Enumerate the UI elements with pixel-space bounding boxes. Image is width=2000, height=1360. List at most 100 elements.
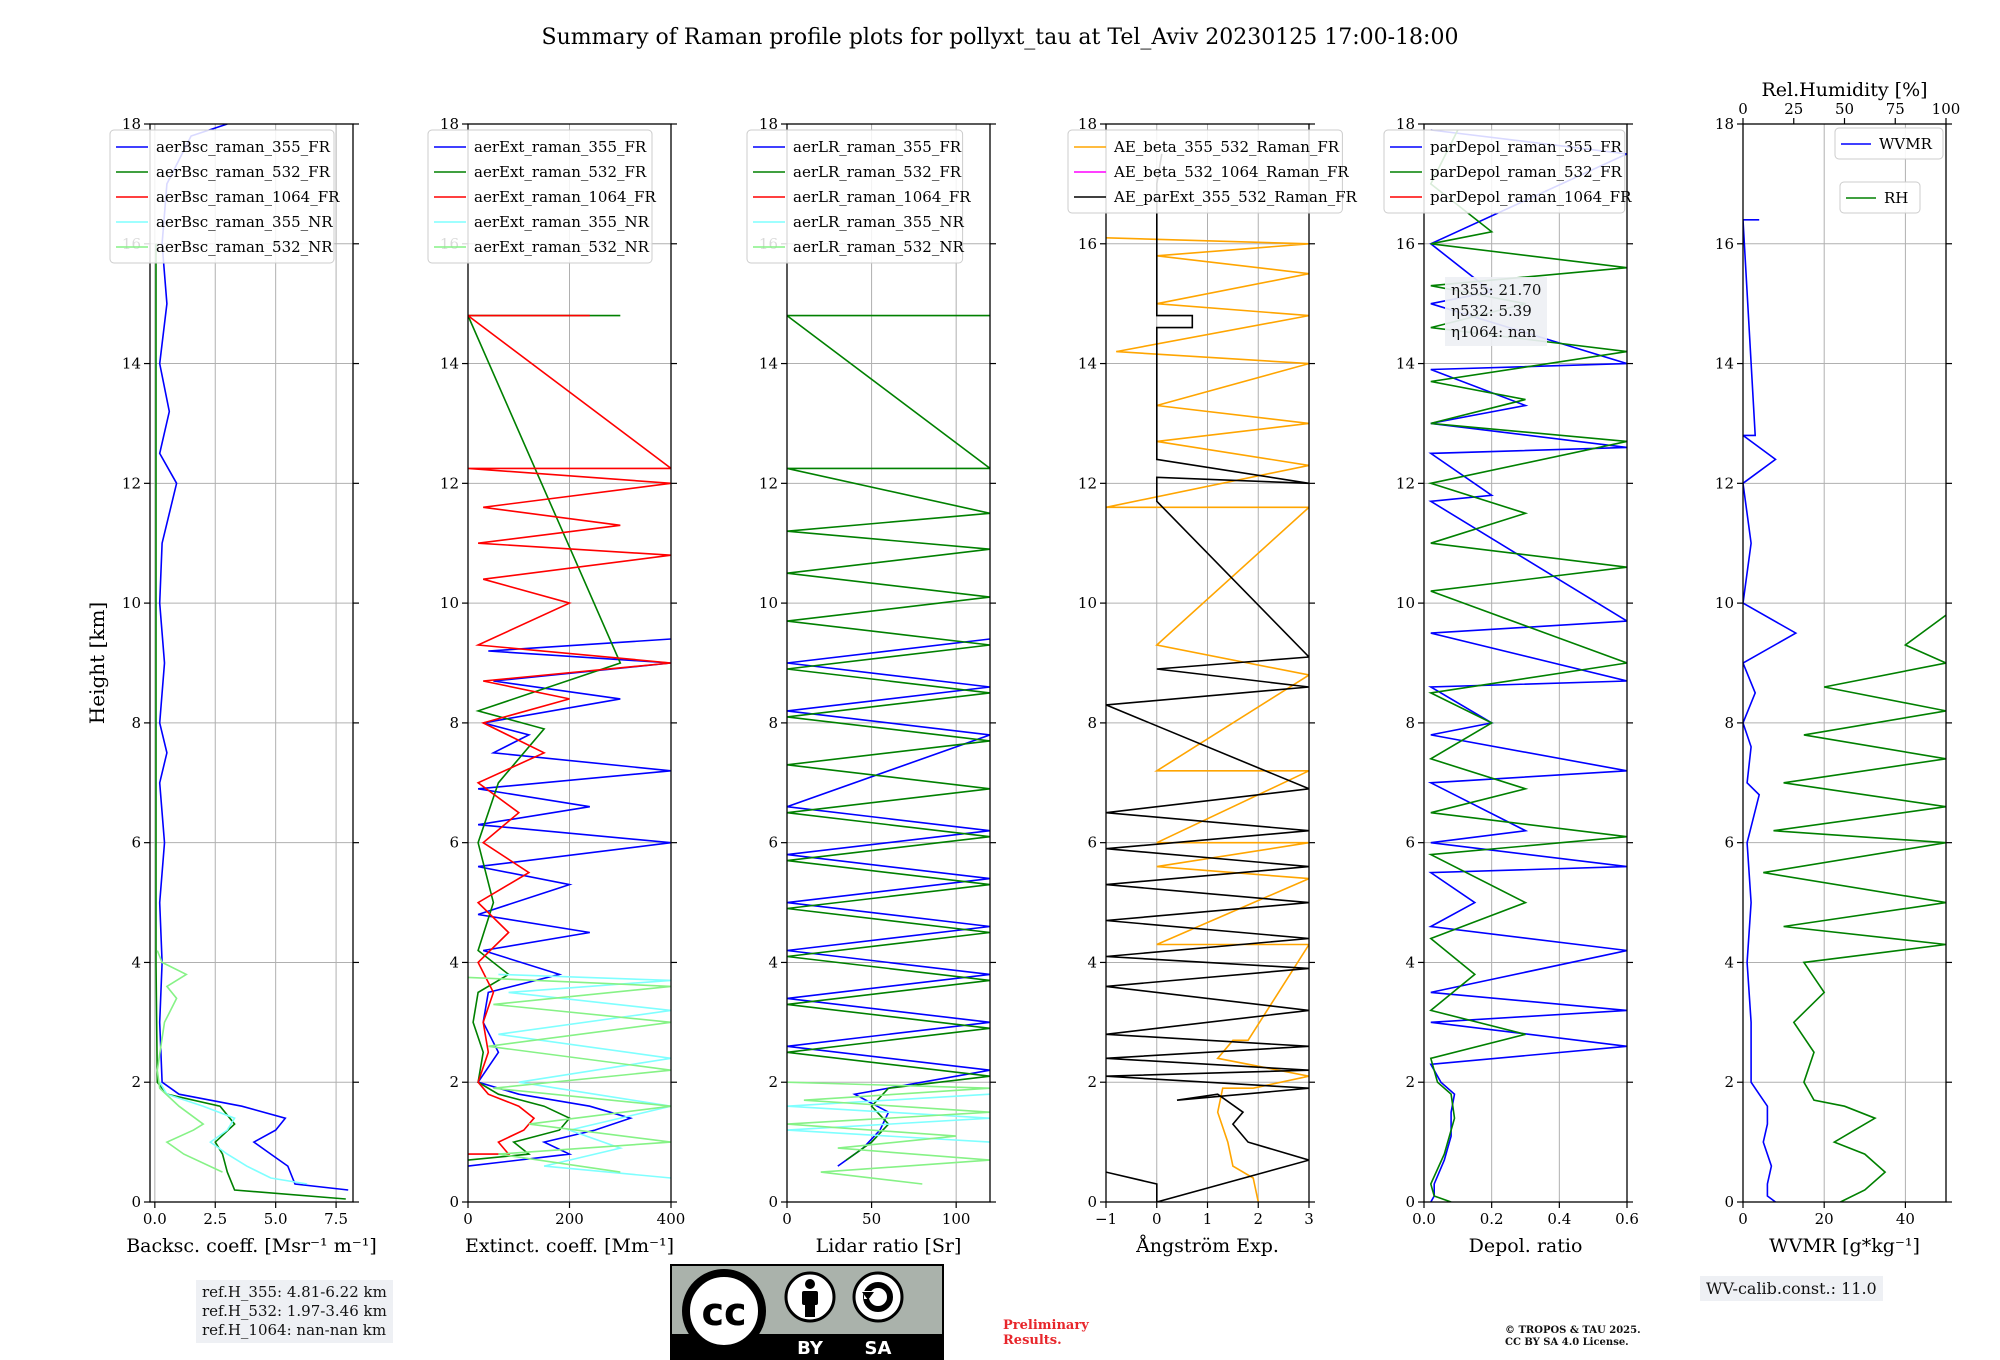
- preliminary-line-2: Results.: [1003, 1333, 1062, 1348]
- y-tick-label: 0: [1405, 1193, 1415, 1211]
- y-tick-label: 14: [440, 355, 459, 373]
- legend-label: parDepol_raman_1064_FR: [1430, 188, 1632, 206]
- x-tick-label: 0: [463, 1210, 473, 1228]
- legend-box: [1067, 129, 1343, 214]
- legend-label: aerLR_raman_355_FR: [793, 138, 962, 156]
- legend-box: [1839, 181, 1921, 214]
- legend-box: [1383, 129, 1626, 214]
- y-tick-label: 18: [1078, 115, 1097, 133]
- x-tick-label: 200: [555, 1210, 584, 1228]
- by-person-icon: [784, 1271, 836, 1323]
- eta-box: η355: 21.70 η532: 5.39 η1064: nan: [1445, 277, 1548, 346]
- y-tick-label: 12: [440, 474, 459, 492]
- legend-label: aerBsc_raman_1064_FR: [156, 188, 340, 206]
- series-line-aerExt_raman_532_FR: [468, 314, 622, 1161]
- legend-label: aerExt_raman_355_NR: [474, 213, 650, 231]
- legend-box: [1834, 127, 1944, 160]
- x-tick-label: 5.0: [264, 1210, 288, 1228]
- x2-tick-label: 50: [1835, 100, 1854, 118]
- x-tick-label: 1: [1203, 1210, 1213, 1228]
- plot-frame: [786, 123, 991, 1203]
- y-tick-label: 8: [131, 714, 141, 732]
- wv-calibration-box: WV-calib.const.: 11.0: [1700, 1276, 1883, 1301]
- x-tick-label: 3: [1304, 1210, 1314, 1228]
- y-tick-label: 8: [768, 714, 778, 732]
- x2-tick-label: 25: [1784, 100, 1803, 118]
- x-tick-label: 100: [942, 1210, 971, 1228]
- y-tick-label: 0: [449, 1193, 459, 1211]
- legend-label: aerExt_raman_1064_FR: [474, 188, 656, 206]
- preliminary-line-1: Preliminary: [1003, 1318, 1089, 1333]
- x-tick-label: 7.5: [324, 1210, 348, 1228]
- by-label: BY: [797, 1338, 824, 1359]
- y-tick-label: 2: [1724, 1073, 1734, 1091]
- y-tick-label: 10: [1715, 594, 1734, 612]
- legend-box: [746, 129, 964, 264]
- series-line-aerExt_raman_355_NR: [498, 973, 671, 1179]
- series-line-AE_beta_355_532_Raman_FR: [1106, 237, 1309, 1202]
- cc-by-sa-logo: cc BY SA: [670, 1264, 944, 1360]
- x-axis-label: Lidar ratio [Sr]: [816, 1235, 962, 1257]
- y-tick-label: 4: [768, 953, 778, 971]
- ref-height-355: ref.H_355: 4.81-6.22 km: [202, 1283, 387, 1301]
- x2-axis-label: Rel.Humidity [%]: [1761, 79, 1927, 101]
- legend-label: AE_beta_355_532_Raman_FR: [1113, 138, 1340, 156]
- y-tick-label: 10: [1078, 594, 1097, 612]
- x-tick-label: 0.6: [1615, 1210, 1639, 1228]
- y-tick-label: 0: [1087, 1193, 1097, 1211]
- series-line-aerBsc_raman_355_NR: [159, 1081, 308, 1185]
- legend-label: aerLR_raman_532_FR: [793, 163, 962, 181]
- y-tick-label: 2: [768, 1073, 778, 1091]
- series-line-aerLR_raman_355_FR: [787, 638, 990, 1167]
- series-line-aerLR_raman_532_NR: [787, 1081, 990, 1185]
- legend-label: aerLR_raman_532_NR: [793, 238, 964, 256]
- y-tick-label: 4: [449, 953, 459, 971]
- x-tick-label: 400: [657, 1210, 686, 1228]
- series-line-aerLR_raman_532_FR: [787, 314, 990, 1161]
- legend-box: [427, 129, 653, 264]
- x-tick-label: 40: [1896, 1210, 1915, 1228]
- reference-height-box: ref.H_355: 4.81-6.22 km ref.H_532: 1.97-…: [196, 1280, 393, 1343]
- y-tick-label: 12: [122, 474, 141, 492]
- x-tick-label: 2: [1253, 1210, 1263, 1228]
- legend-label: RH: [1884, 189, 1908, 207]
- y-tick-label: 10: [759, 594, 778, 612]
- copyright-line-2: CC BY SA 4.0 License.: [1505, 1337, 1629, 1348]
- legend-label: WVMR: [1879, 135, 1933, 153]
- y-tick-label: 16: [1715, 235, 1734, 253]
- y-tick-label: 8: [1087, 714, 1097, 732]
- y-tick-label: 14: [759, 355, 778, 373]
- legend-label: aerExt_raman_532_FR: [474, 163, 647, 181]
- eta-355: η355: 21.70: [1451, 281, 1542, 299]
- copyright-note: © TROPOS & TAU 2025. CC BY SA 4.0 Licens…: [1505, 1325, 1641, 1349]
- cc-mark: cc: [701, 1290, 746, 1334]
- cc-circle-icon: [682, 1269, 766, 1353]
- y-tick-label: 2: [131, 1073, 141, 1091]
- series-line-aerLR_raman_355_NR: [787, 1093, 990, 1143]
- y-tick-label: 2: [1087, 1073, 1097, 1091]
- y-tick-label: 6: [1405, 834, 1415, 852]
- series-line-aerBsc_raman_532_FR: [155, 243, 346, 1200]
- series-line-aerExt_raman_1064_FR: [468, 314, 671, 1155]
- y-tick-label: 8: [1405, 714, 1415, 732]
- y-tick-label: 12: [759, 474, 778, 492]
- y-tick-label: 0: [1724, 1193, 1734, 1211]
- x-axis-label: Backsc. coeff. [Msr⁻¹ m⁻¹]: [126, 1235, 377, 1257]
- y-tick-label: 2: [1405, 1073, 1415, 1091]
- eta-532: η532: 5.39: [1451, 302, 1532, 320]
- x2-tick-label: 100: [1932, 100, 1961, 118]
- eta-1064: η1064: nan: [1451, 323, 1537, 341]
- series-line-aerBsc_raman_532_NR: [156, 950, 223, 1173]
- y-tick-label: 4: [1405, 953, 1415, 971]
- legend-label: aerExt_raman_532_NR: [474, 238, 650, 256]
- y-tick-label: 12: [1715, 474, 1734, 492]
- x-tick-label: −1: [1095, 1210, 1117, 1228]
- plot-frame: [1742, 123, 1947, 1203]
- legend-label: parDepol_raman_355_FR: [1430, 138, 1623, 156]
- legend-label: aerBsc_raman_355_FR: [156, 138, 331, 156]
- legend-label: aerBsc_raman_532_FR: [156, 163, 331, 181]
